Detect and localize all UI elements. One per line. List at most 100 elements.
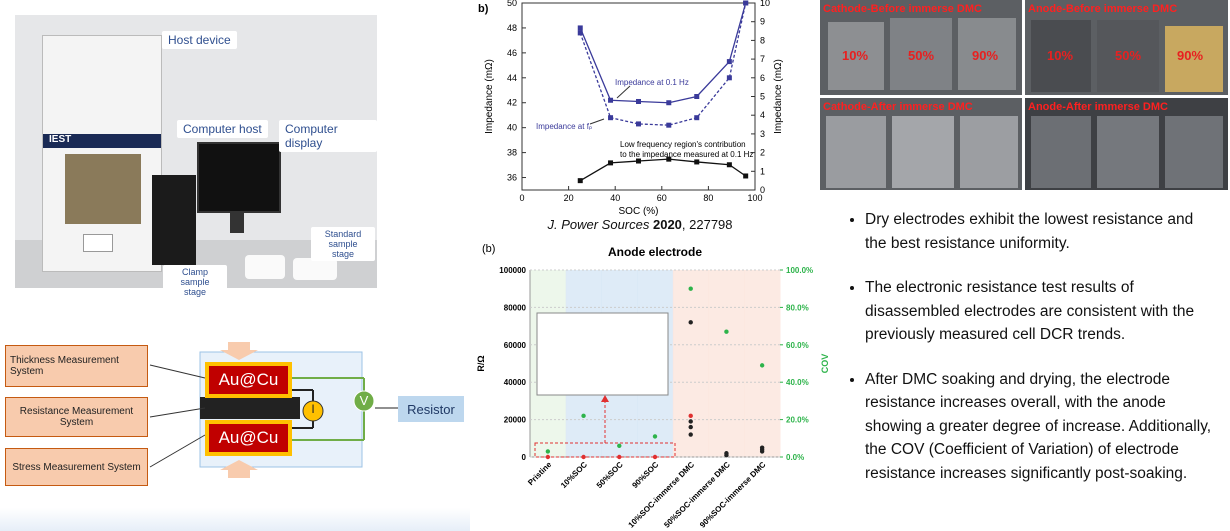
annotation: Impedance at fₚ xyxy=(536,122,592,131)
y2-axis-label: COV xyxy=(820,354,830,374)
x-tick-label: Pristine xyxy=(526,460,554,488)
citation: J. Power Sources 2020, 227798 xyxy=(470,217,810,232)
point xyxy=(581,413,586,419)
electrode-bottom: Au@Cu xyxy=(205,420,292,456)
y-tick-label: 38 xyxy=(507,148,517,158)
y2-tick-label: 1 xyxy=(760,166,765,176)
sample xyxy=(1031,20,1091,92)
panel-label: b) xyxy=(478,3,489,15)
bullet: The electronic resistance test results o… xyxy=(865,276,1215,347)
sample xyxy=(958,18,1016,90)
y-tick-label: 100000 xyxy=(499,266,526,275)
computer-tower xyxy=(152,175,196,265)
photo-panel: Cathode-Before immerse DMC 10% 50% 90% xyxy=(820,0,1022,95)
brand: IEST xyxy=(49,134,72,145)
annotation: Low frequency region's contribution xyxy=(620,140,746,149)
panel-title: Cathode-After immerse DMC xyxy=(823,101,973,113)
percent: 50% xyxy=(908,48,935,63)
standard-stage xyxy=(293,258,337,280)
x-tick-label: 90%SOC-immerse DMC xyxy=(698,460,768,530)
chart-title: Anode electrode xyxy=(608,245,702,259)
series-marker xyxy=(577,25,583,31)
sample xyxy=(1165,116,1223,188)
y2-tick-label: 0 xyxy=(760,185,765,195)
electrode-layer xyxy=(200,397,300,419)
y2-tick-label: 4 xyxy=(760,110,765,120)
y2-tick-label: 3 xyxy=(760,129,765,139)
y-tick-label: 50 xyxy=(507,0,517,8)
voltmeter-label: V xyxy=(359,393,369,408)
photo-panel: Anode-After immerse DMC xyxy=(1025,98,1228,190)
system-box: Resistance Measurement System xyxy=(5,397,148,437)
annotation: to the impedance measured at 0.1 Hz xyxy=(620,150,753,159)
series-marker xyxy=(577,178,583,184)
arrow-up xyxy=(220,460,258,478)
pointer xyxy=(589,118,605,125)
instrument-photo: IEST Host device Computer host Computer … xyxy=(15,15,377,299)
point xyxy=(688,413,693,419)
y2-tick-label: 2 xyxy=(760,148,765,158)
sample xyxy=(892,116,954,188)
series-marker xyxy=(743,173,749,179)
arrow-head xyxy=(601,395,609,402)
y-tick-label: 42 xyxy=(507,98,517,108)
panel-label: (b) xyxy=(482,243,495,255)
series-marker xyxy=(636,121,641,127)
y2-tick-label: 6 xyxy=(760,73,765,83)
series-marker xyxy=(726,75,732,81)
ammeter xyxy=(302,400,324,422)
point xyxy=(688,432,693,437)
point xyxy=(617,443,622,448)
connector xyxy=(149,364,206,379)
percent: 10% xyxy=(1047,48,1074,63)
y-tick-label: 46 xyxy=(507,48,517,58)
y2-tick-label: 0.0% xyxy=(786,453,804,462)
point xyxy=(688,286,693,291)
x-axis-label: SOC (%) xyxy=(619,206,659,216)
brand-bar xyxy=(43,134,161,148)
y2-tick-label: 40.0% xyxy=(786,378,809,387)
monitor xyxy=(197,142,281,213)
series-marker xyxy=(666,156,672,162)
anode-chart: (b) Anode electrode 0 20000 40000 60000 80000 1… xyxy=(476,243,830,530)
region xyxy=(708,270,745,457)
point xyxy=(688,424,693,430)
electrode-top: Au@Cu xyxy=(205,362,292,398)
x-tick-label: 60 xyxy=(657,193,667,203)
series-line xyxy=(579,158,747,182)
point xyxy=(652,454,658,460)
point xyxy=(688,419,693,424)
series-marker xyxy=(636,98,641,104)
x-tick-label: 50%SOC-immerse DMC xyxy=(662,460,732,530)
point xyxy=(724,451,729,456)
chamber xyxy=(65,154,141,224)
bullet: After DMC soaking and drying, the electr… xyxy=(865,368,1215,486)
annotation: Impedance at 0.1 Hz xyxy=(615,78,689,87)
point xyxy=(688,320,693,325)
sample xyxy=(1165,26,1223,92)
y2-tick-label: 20.0% xyxy=(786,416,809,425)
point xyxy=(759,363,765,368)
system-box: Stress Measurement System xyxy=(5,448,148,486)
point xyxy=(759,445,765,450)
sample xyxy=(1097,20,1159,92)
percent: 10% xyxy=(842,48,869,63)
connector xyxy=(149,434,206,468)
x-tick-label: 0 xyxy=(519,193,524,203)
y-axis-label: Impedance (mΩ) xyxy=(484,59,495,134)
series-marker xyxy=(666,100,672,106)
series-marker xyxy=(743,0,749,6)
series-marker xyxy=(608,115,614,121)
y2-tick-label: 100.0% xyxy=(786,266,813,275)
panel-title: Anode-Before immerse DMC xyxy=(1028,3,1178,15)
label: Clamp sample stage xyxy=(163,265,227,299)
photo-panel: Anode-Before immerse DMC 10% 50% 90% xyxy=(1025,0,1228,95)
monitor-stand xyxy=(230,211,244,233)
series-marker xyxy=(636,158,641,164)
y-tick-label: 40 xyxy=(507,123,517,133)
label: Computer host xyxy=(177,120,268,138)
point xyxy=(652,434,658,439)
journal: J. Power Sources xyxy=(547,217,650,232)
y-tick-label: 80000 xyxy=(504,303,527,312)
